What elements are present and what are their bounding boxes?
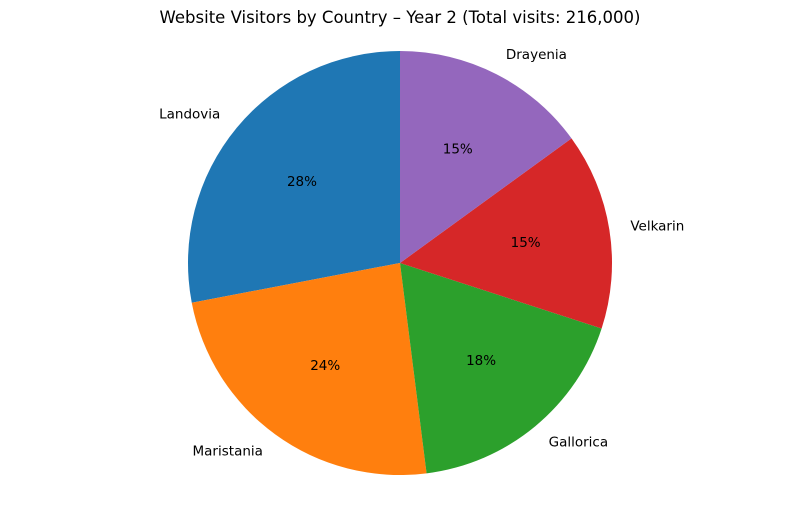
pie-slice-landovia [187, 51, 400, 303]
pie-slice-drayenia [400, 51, 572, 263]
percent-label-landovia: 28% [287, 174, 317, 190]
percent-label-gallorica: 18% [466, 353, 496, 369]
category-label-drayenia: Drayenia [506, 47, 567, 63]
percentage-labels: 28% 24% 18% 15% 15% [287, 142, 541, 374]
pie-slice-gallorica [400, 263, 602, 474]
percent-label-drayenia: 15% [443, 142, 473, 158]
pie-slice-maristania [191, 263, 427, 475]
category-labels: Landovia Maristania Gallorica Velkarin Draye… [159, 47, 684, 459]
category-label-maristania: Maristania [193, 444, 263, 460]
category-label-velkarin: Velkarin [630, 219, 684, 235]
pie-slices [187, 51, 612, 475]
pie-slice-velkarin [400, 138, 612, 329]
category-label-landovia: Landovia [159, 106, 220, 122]
chart-title: Website Visitors by Country – Year 2 (To… [160, 8, 641, 27]
percent-label-velkarin: 15% [511, 235, 541, 251]
percent-label-maristania: 24% [310, 358, 340, 374]
category-label-gallorica: Gallorica [549, 435, 609, 451]
